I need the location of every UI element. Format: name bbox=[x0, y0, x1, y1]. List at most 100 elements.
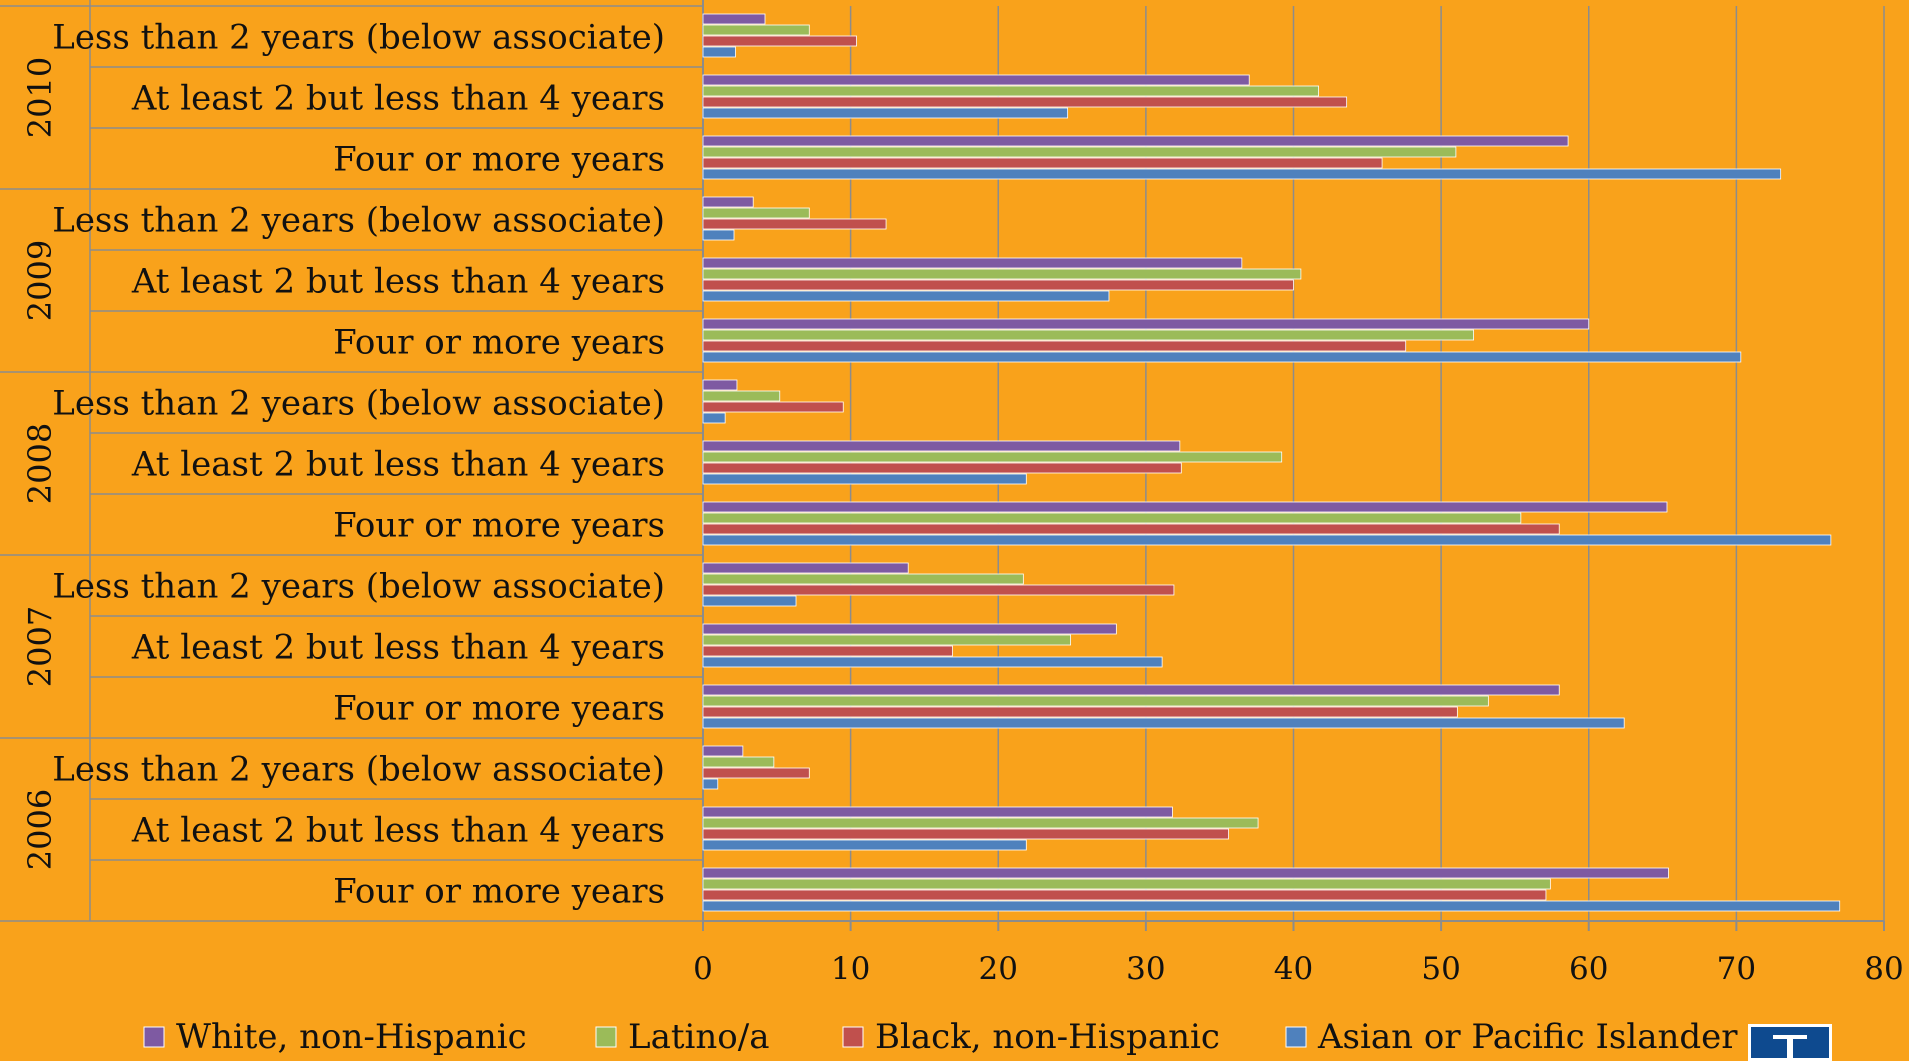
year-label: 2010 bbox=[21, 57, 59, 138]
x-tick-label: 20 bbox=[979, 951, 1018, 987]
bar bbox=[702, 595, 797, 607]
bar bbox=[702, 157, 1383, 169]
pillar-icon bbox=[1773, 1035, 1807, 1058]
category-label: Four or more years bbox=[333, 323, 665, 363]
bar bbox=[702, 451, 1283, 463]
bar bbox=[702, 512, 1522, 524]
legend-swatch bbox=[842, 1026, 864, 1048]
bar bbox=[702, 351, 1742, 363]
bar bbox=[702, 684, 1560, 696]
category-label: Four or more years bbox=[333, 506, 665, 546]
bar bbox=[702, 562, 909, 574]
bar bbox=[702, 756, 775, 768]
category-label: Less than 2 years (below associate) bbox=[52, 750, 665, 790]
bar bbox=[702, 584, 1175, 596]
bar bbox=[702, 379, 738, 391]
category-label: Less than 2 years (below associate) bbox=[52, 384, 665, 424]
bar bbox=[702, 35, 857, 47]
bar bbox=[702, 656, 1163, 668]
legend-label: White, non-Hispanic bbox=[176, 1017, 527, 1057]
legend-label: Black, non-Hispanic bbox=[875, 1017, 1220, 1057]
category-label: At least 2 but less than 4 years bbox=[131, 445, 665, 485]
bar bbox=[702, 523, 1560, 535]
bar bbox=[702, 257, 1243, 269]
category-label: At least 2 but less than 4 years bbox=[131, 262, 665, 302]
bar bbox=[702, 900, 1841, 912]
bar bbox=[702, 534, 1832, 546]
bar bbox=[702, 889, 1547, 901]
bar bbox=[702, 806, 1173, 818]
x-tick-label: 70 bbox=[1717, 951, 1756, 987]
bar bbox=[702, 634, 1071, 646]
legend-swatch bbox=[143, 1026, 165, 1048]
bar bbox=[702, 706, 1458, 718]
x-tick-label: 0 bbox=[693, 951, 713, 987]
year-label: 2008 bbox=[21, 423, 59, 504]
bar bbox=[702, 46, 736, 58]
category-label: Four or more years bbox=[333, 689, 665, 729]
bar bbox=[702, 473, 1027, 485]
bar bbox=[702, 623, 1117, 635]
bar bbox=[702, 74, 1250, 86]
bar bbox=[702, 412, 726, 424]
category-label: Less than 2 years (below associate) bbox=[52, 201, 665, 241]
bar bbox=[702, 107, 1069, 119]
bar bbox=[702, 401, 844, 413]
bar bbox=[702, 290, 1110, 302]
bar bbox=[702, 85, 1319, 97]
x-tick-label: 10 bbox=[831, 951, 870, 987]
bar bbox=[702, 645, 953, 657]
bar bbox=[702, 767, 810, 779]
x-tick-label: 60 bbox=[1569, 951, 1608, 987]
category-label: Four or more years bbox=[333, 140, 665, 180]
x-tick-label: 40 bbox=[1274, 951, 1313, 987]
bar bbox=[702, 196, 754, 208]
bar bbox=[702, 146, 1457, 158]
bar bbox=[702, 329, 1475, 341]
bar bbox=[702, 207, 810, 219]
bar bbox=[702, 390, 781, 402]
bar bbox=[702, 695, 1489, 707]
year-label: 2009 bbox=[21, 240, 59, 321]
bar bbox=[702, 778, 719, 790]
x-tick-label: 50 bbox=[1421, 951, 1460, 987]
x-tick-label: 80 bbox=[1864, 951, 1903, 987]
category-label: Less than 2 years (below associate) bbox=[52, 18, 665, 58]
category-label: Four or more years bbox=[333, 872, 665, 912]
bar bbox=[702, 839, 1027, 851]
bar bbox=[702, 462, 1182, 474]
legend-label: Latino/a bbox=[628, 1017, 769, 1057]
bar bbox=[702, 96, 1348, 108]
bar bbox=[702, 440, 1181, 452]
category-label: Less than 2 years (below associate) bbox=[52, 567, 665, 607]
legend-swatch bbox=[595, 1026, 617, 1048]
bar bbox=[702, 279, 1294, 291]
x-tick-label: 30 bbox=[1126, 951, 1165, 987]
bar bbox=[702, 878, 1551, 890]
bar bbox=[702, 229, 735, 241]
bar bbox=[702, 168, 1782, 180]
category-label: At least 2 but less than 4 years bbox=[131, 79, 665, 119]
bar bbox=[702, 13, 766, 25]
year-label: 2006 bbox=[21, 789, 59, 870]
year-label: 2007 bbox=[21, 606, 59, 687]
bar bbox=[702, 828, 1229, 840]
bar bbox=[702, 817, 1259, 829]
bar bbox=[702, 745, 744, 757]
university-logo bbox=[1748, 1024, 1832, 1061]
bar bbox=[702, 135, 1569, 147]
bar bbox=[702, 318, 1590, 330]
legend-swatch bbox=[1285, 1026, 1307, 1048]
bar bbox=[702, 867, 1669, 879]
bar bbox=[702, 501, 1668, 513]
category-label: At least 2 but less than 4 years bbox=[131, 628, 665, 668]
bar bbox=[702, 573, 1024, 585]
bar bbox=[702, 717, 1625, 729]
bar bbox=[702, 340, 1407, 352]
bar bbox=[702, 24, 810, 36]
legend-label: Asian or Pacific Islander bbox=[1317, 1017, 1738, 1057]
category-label: At least 2 but less than 4 years bbox=[131, 811, 665, 851]
bar bbox=[702, 268, 1302, 280]
bar bbox=[702, 218, 887, 230]
